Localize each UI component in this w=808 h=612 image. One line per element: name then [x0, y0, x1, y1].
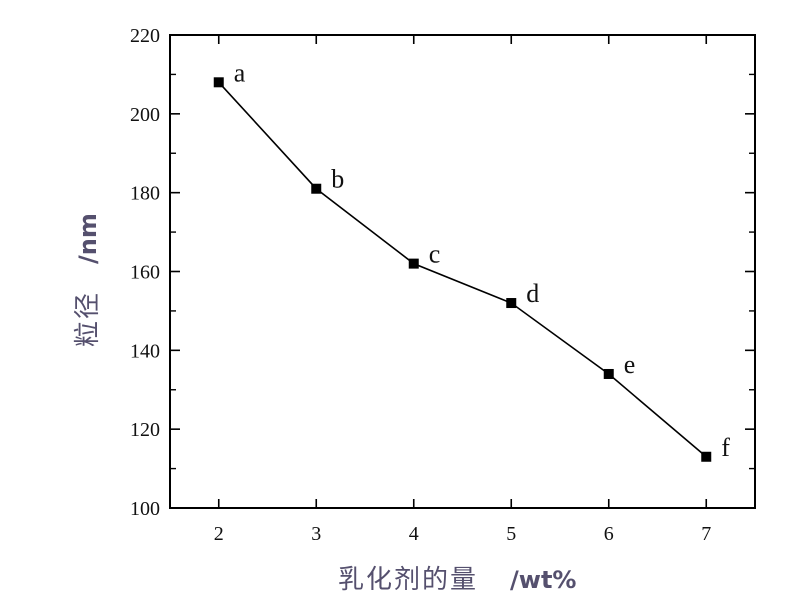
data-point: [701, 451, 712, 462]
y-tick-label: 100: [130, 498, 160, 520]
data-points: [213, 77, 712, 462]
y-axis-title: 粒径: [73, 291, 103, 347]
x-tick-label: 3: [311, 523, 321, 545]
y-tick-label: 180: [130, 183, 160, 205]
y-tick-label: 140: [130, 340, 160, 362]
data-point: [603, 368, 614, 379]
data-point: [408, 258, 419, 269]
y-axis-unit: /nm: [74, 213, 102, 264]
point-label: f: [721, 433, 730, 462]
point-label: b: [331, 165, 344, 194]
plot-frame: [169, 34, 756, 509]
x-tick-label: 5: [506, 523, 516, 545]
data-point: [506, 298, 517, 309]
point-label: d: [526, 279, 539, 308]
series-line: [218, 81, 707, 458]
x-tick-label: 7: [701, 523, 711, 545]
point-labels: a b c d e f: [234, 58, 731, 461]
point-label: c: [429, 240, 441, 269]
y-axis-title-group: 粒径 /nm: [73, 213, 103, 347]
point-label: e: [624, 350, 636, 379]
x-axis-title: 乳化剂的量: [338, 565, 478, 595]
x-tick-label: 4: [409, 523, 419, 545]
y-tick-label: 120: [130, 419, 160, 441]
y-tick-label: 160: [130, 262, 160, 284]
data-point: [311, 183, 322, 194]
x-tick-label: 2: [214, 523, 224, 545]
point-label: a: [234, 58, 246, 87]
y-tick-label: 220: [130, 25, 160, 47]
data-point: [213, 77, 224, 88]
x-axis-unit: /wt%: [510, 566, 576, 594]
x-tick-label: 6: [604, 523, 614, 545]
axis-tick-labels: 2 3 4 5 6 7 100 120 140 160 180 200 220: [130, 25, 711, 545]
axis-ticks: [170, 34, 755, 509]
y-tick-label: 200: [130, 104, 160, 126]
